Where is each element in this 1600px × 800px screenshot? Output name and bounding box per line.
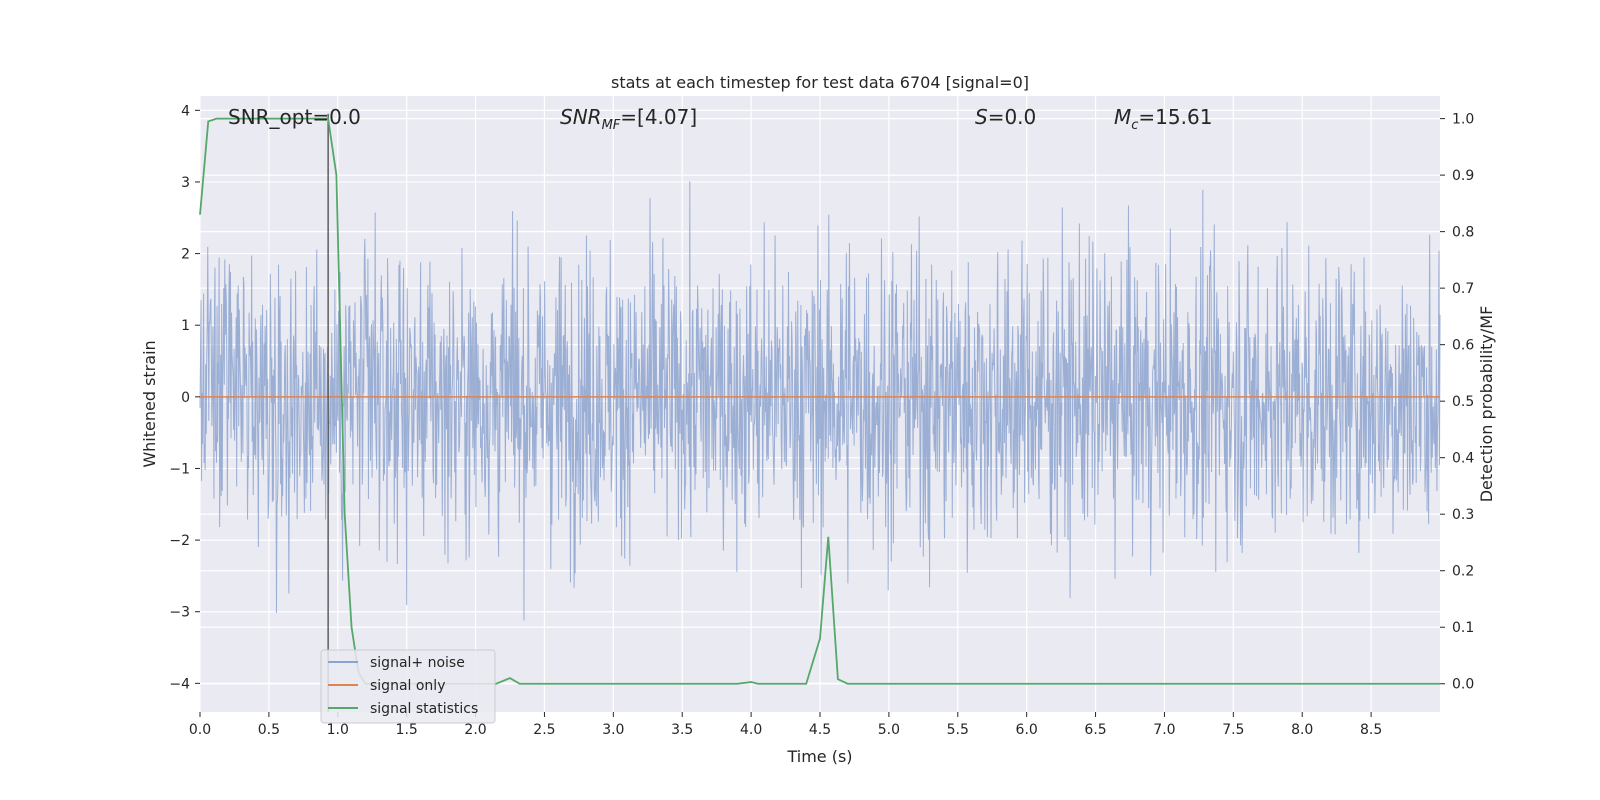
x-tick-label: 4.5: [809, 722, 831, 738]
x-tick-label: 0.5: [258, 722, 280, 738]
y-tick-label: 3: [181, 175, 190, 191]
y2-tick-label: 0.7: [1452, 281, 1474, 297]
annotation-mc: Mc=15.61: [1114, 105, 1212, 133]
y-axis-label: Whitened strain: [140, 340, 159, 467]
x-tick-label: 0.0: [189, 722, 211, 738]
y2-tick-label: 0.1: [1452, 620, 1474, 636]
y2-tick-label: 0.8: [1452, 225, 1474, 241]
annotation-snr-mf-name: SNR: [560, 105, 602, 129]
y-tick-label: −2: [169, 533, 190, 549]
y2-tick-label: 0.0: [1452, 677, 1474, 693]
legend-label-signal-noise: signal+ noise: [370, 655, 465, 671]
annotation-mc-sub: c: [1131, 118, 1138, 133]
x-tick-label: 8.0: [1291, 722, 1313, 738]
y2-tick-label: 0.6: [1452, 338, 1474, 354]
x-tick-label: 3.5: [671, 722, 693, 738]
annotation-mc-value: =15.61: [1138, 105, 1212, 129]
y2-tick-label: 0.4: [1452, 451, 1474, 467]
legend-label-signal-statistics: signal statistics: [370, 701, 478, 717]
legend: signal+ noise signal only signal statist…: [320, 649, 496, 724]
y-tick-label: −1: [169, 461, 190, 477]
y2-tick-label: 0.9: [1452, 168, 1474, 184]
y-tick-label: 1: [181, 318, 190, 334]
x-tick-label: 1.0: [327, 722, 349, 738]
series-layer: [199, 113, 1441, 712]
axes: 0.0 0.5 1.0 1.5 2.0 2.5 3.0 3.5 4.0 4.5 5.0 5.5 6.0 6…: [169, 103, 1474, 738]
y-tick-label: −4: [169, 676, 190, 692]
annotation-snr-mf-sub: MF: [602, 118, 621, 133]
x-tick-label: 4.0: [740, 722, 762, 738]
annotation-s-value: =0.0: [988, 105, 1037, 129]
x-tick-label: 3.0: [602, 722, 624, 738]
x-tick-label: 7.0: [1153, 722, 1175, 738]
annotation-s: S=0.0: [975, 105, 1036, 129]
x-tick-label: 1.5: [396, 722, 418, 738]
y2-tick-label: 0.2: [1452, 564, 1474, 580]
y2-tick-label: 0.3: [1452, 507, 1474, 523]
y2-tick-label: 0.5: [1452, 394, 1474, 410]
x-tick-label: 6.5: [1084, 722, 1106, 738]
x-tick-label: 6.0: [1016, 722, 1038, 738]
x-axis-label: Time (s): [786, 747, 852, 766]
y2-tick-label: 1.0: [1452, 112, 1474, 128]
y2-axis-label: Detection probability/MF: [1477, 306, 1496, 503]
y-tick-label: 0: [181, 390, 190, 406]
x-tick-label: 7.5: [1222, 722, 1244, 738]
legend-label-signal-only: signal only: [370, 678, 445, 694]
annotation-snr-mf-value: =[4.07]: [620, 105, 697, 129]
annotation-s-name: S: [975, 105, 988, 129]
legend-box: [320, 649, 496, 724]
chart-title: stats at each timestep for test data 670…: [611, 73, 1029, 92]
series-signal-noise-line: [199, 181, 1441, 621]
annotation-snr-mf: SNRMF=[4.07]: [560, 105, 697, 133]
x-tick-label: 2.5: [533, 722, 555, 738]
annotation-mc-name: M: [1114, 105, 1131, 129]
annotation-snr-opt: SNR_opt=0.0: [228, 105, 361, 129]
y-tick-label: −3: [169, 605, 190, 621]
x-tick-label: 5.5: [947, 722, 969, 738]
y-tick-label: 2: [181, 247, 190, 263]
y-tick-label: 4: [181, 103, 190, 119]
x-tick-label: 8.5: [1360, 722, 1382, 738]
x-tick-label: 2.0: [464, 722, 486, 738]
series-signal-statistics-line: [199, 117, 1440, 685]
x-tick-label: 5.0: [878, 722, 900, 738]
